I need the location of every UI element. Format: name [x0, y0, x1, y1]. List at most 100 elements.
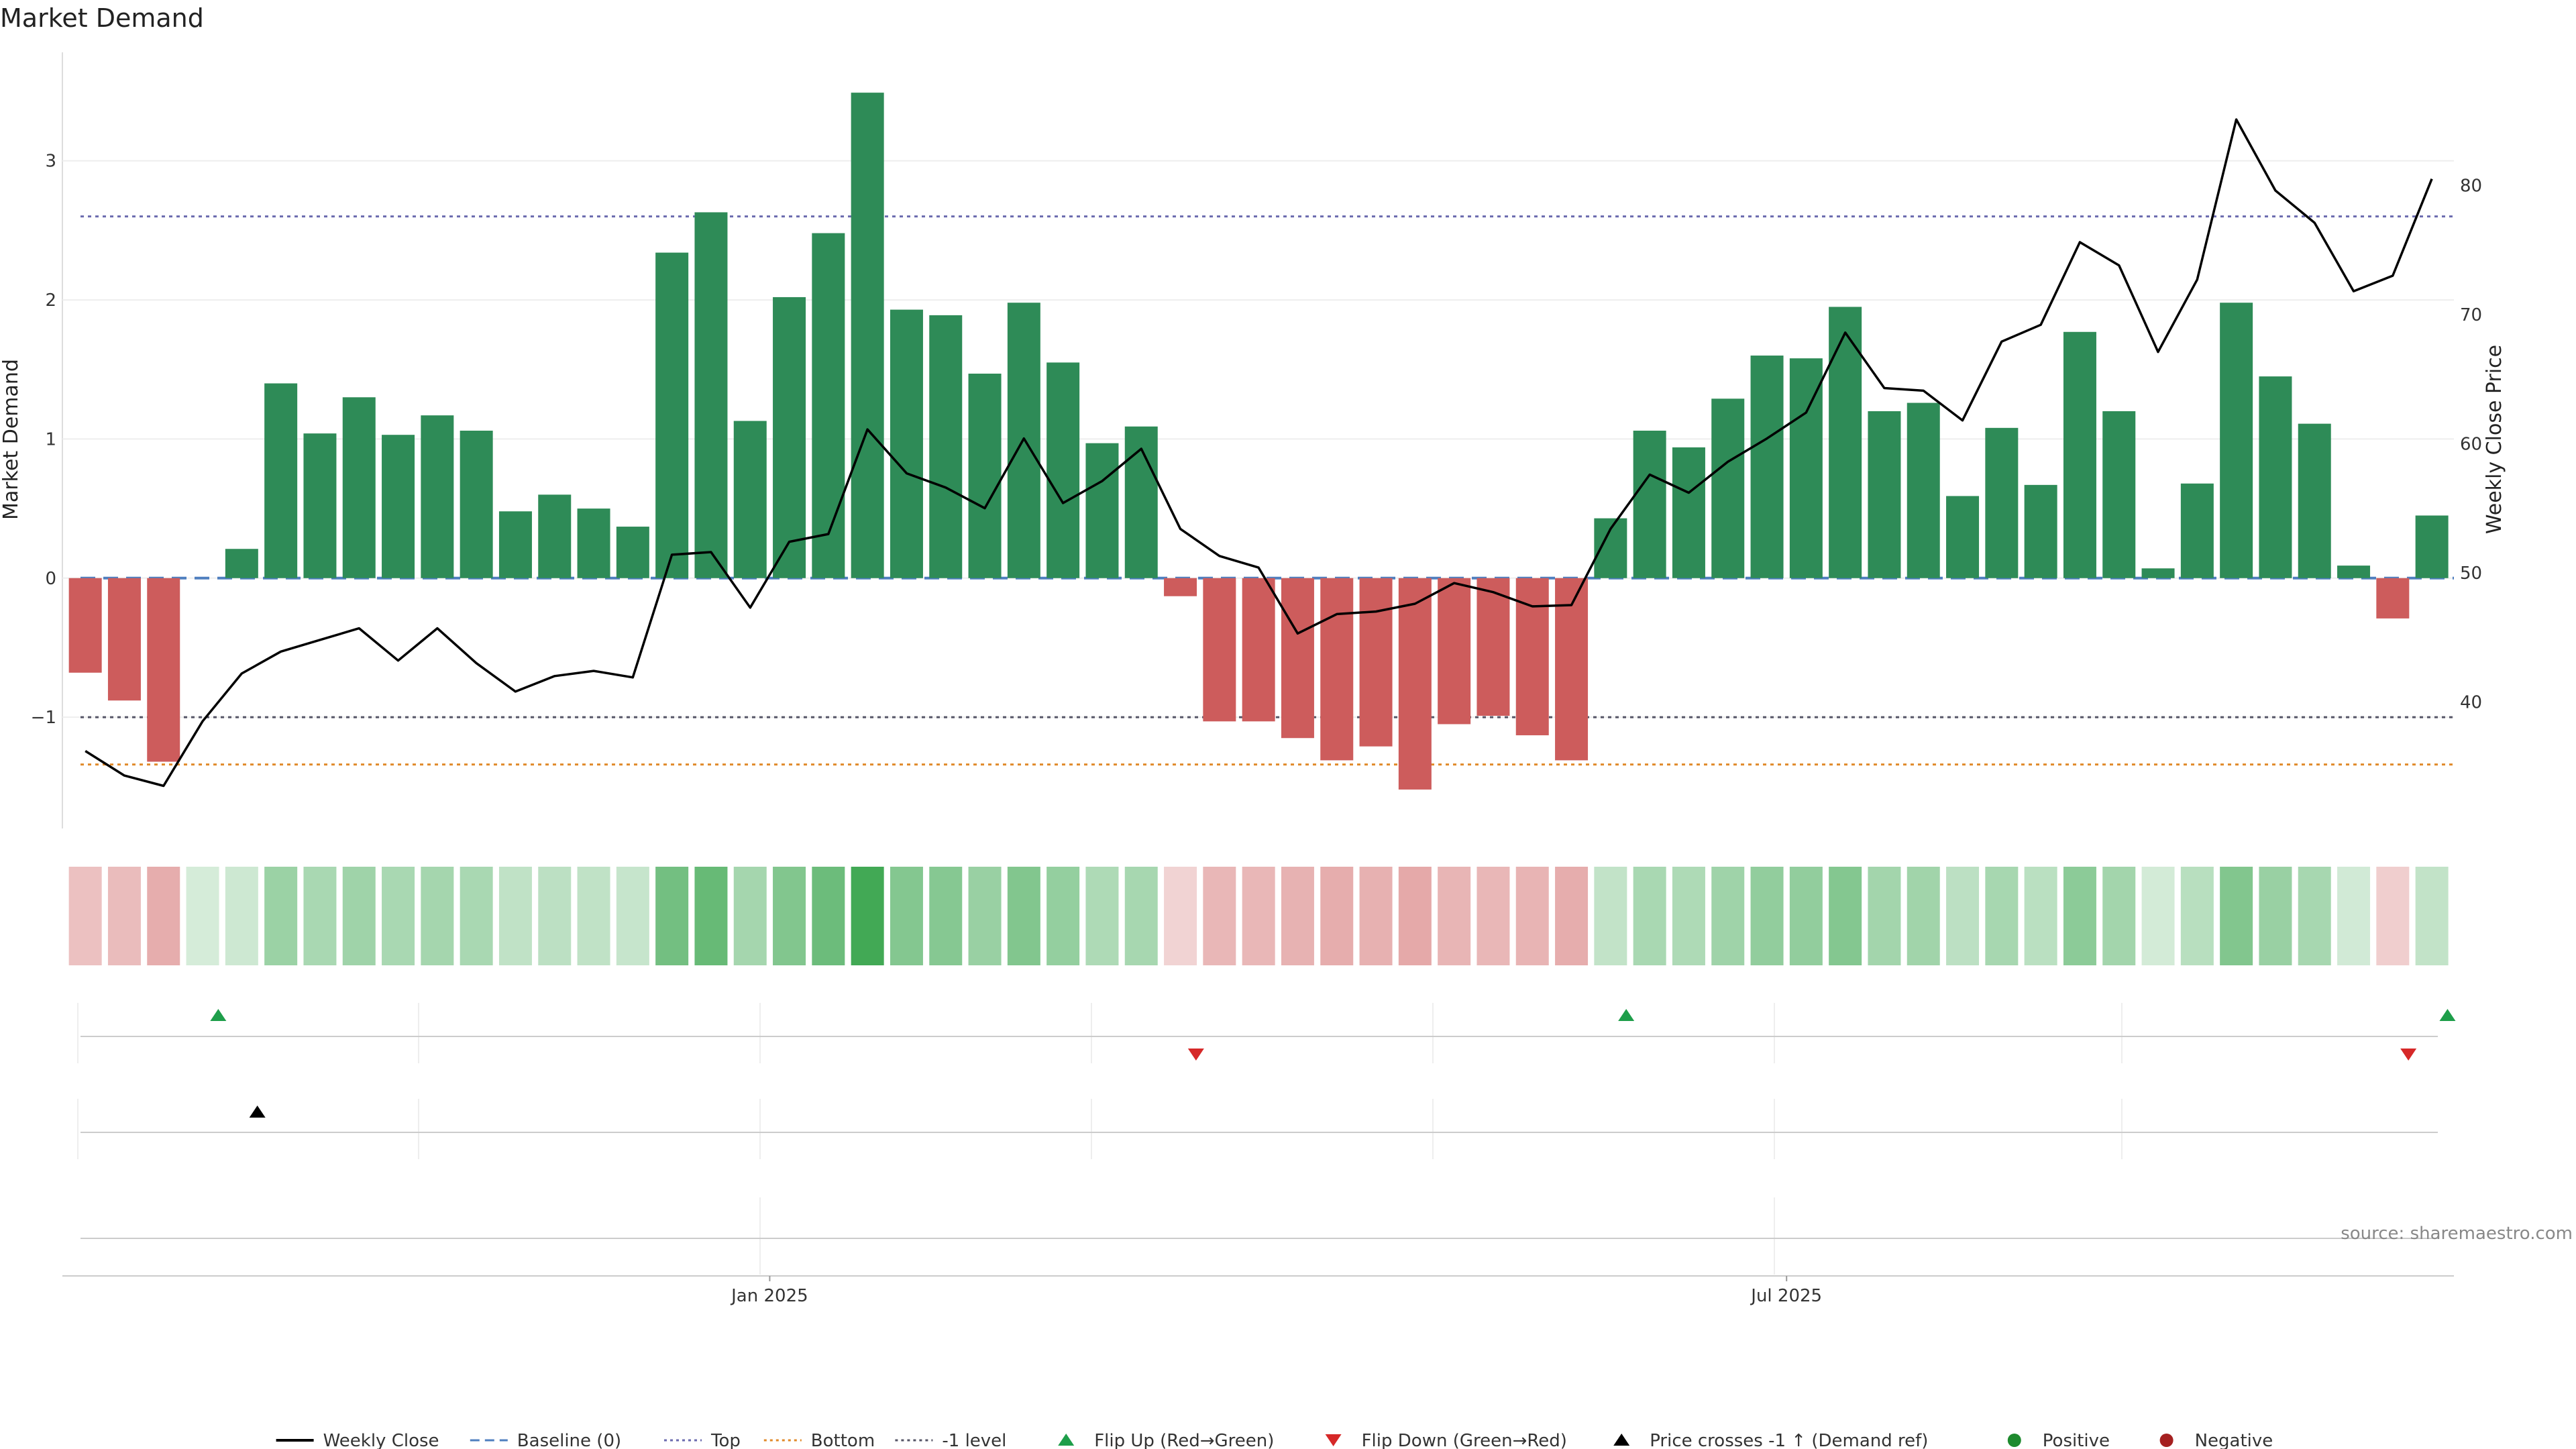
- demand-bar: [616, 527, 649, 578]
- y-tick-label: 1: [45, 429, 56, 449]
- heat-cell: [1398, 867, 1432, 965]
- legend-label: Positive: [2043, 1431, 2110, 1449]
- demand-bar: [2180, 483, 2214, 578]
- y2-tick-label: 50: [2460, 564, 2482, 584]
- demand-bar: [1672, 447, 1705, 578]
- legend-label: Bottom: [811, 1431, 875, 1449]
- demand-bar: [460, 430, 493, 578]
- heat-cell: [1829, 867, 1862, 965]
- legend-swatch: [1613, 1434, 1630, 1446]
- demand-bar: [1124, 426, 1158, 578]
- y-tick-label: 2: [45, 290, 56, 311]
- demand-bar: [890, 309, 923, 578]
- demand-bar: [1907, 402, 1940, 578]
- legend-item: Flip Down (Green→Red): [1325, 1431, 1567, 1449]
- signal-triangle-down: [1187, 1049, 1204, 1061]
- demand-bar: [1946, 496, 1980, 578]
- heat-cell: [303, 867, 337, 965]
- heat-cell: [1085, 867, 1119, 965]
- heat-cell: [1477, 867, 1510, 965]
- signal-triangle-up: [2439, 1009, 2456, 1021]
- demand-bar: [68, 578, 102, 673]
- legend-item: Negative: [2159, 1431, 2273, 1449]
- demand-bar: [2376, 578, 2410, 619]
- demand-bar: [147, 578, 180, 762]
- y2-tick-label: 70: [2460, 305, 2482, 325]
- heat-cell: [694, 867, 728, 965]
- heat-cell: [2259, 867, 2292, 965]
- demand-bar: [1085, 443, 1119, 578]
- demand-bar: [1555, 578, 1589, 761]
- heat-cell: [2298, 867, 2331, 965]
- heat-cell: [1203, 867, 1236, 965]
- heat-cell: [2141, 867, 2175, 965]
- heat-cell: [851, 867, 884, 965]
- demand-bar: [1164, 578, 1197, 596]
- heat-cell: [1046, 867, 1080, 965]
- demand-bars: [68, 93, 2449, 790]
- heat-cell: [1594, 867, 1627, 965]
- heat-cell: [616, 867, 649, 965]
- demand-bar: [2141, 568, 2175, 578]
- heat-cell: [421, 867, 454, 965]
- demand-bar: [2024, 484, 2057, 578]
- legend-label: Weekly Close: [323, 1431, 439, 1449]
- heat-cell: [2102, 867, 2136, 965]
- heat-cell: [1124, 867, 1158, 965]
- demand-bar: [303, 433, 337, 578]
- heat-cell: [1438, 867, 1471, 965]
- demand-bar: [1203, 578, 1236, 722]
- legend-item: Price crosses -1 ↑ (Demand ref): [1613, 1431, 1928, 1449]
- heat-cell: [1985, 867, 2019, 965]
- signal-triangle-down: [2400, 1049, 2417, 1061]
- y-tick-label: −1: [31, 708, 56, 728]
- heat-cell: [1868, 867, 1901, 965]
- demand-bar: [1438, 578, 1471, 724]
- y-tick-label: 0: [45, 569, 56, 589]
- demand-bar: [1398, 578, 1432, 790]
- legend-swatch: [1058, 1434, 1075, 1446]
- heat-cell: [2415, 867, 2449, 965]
- legend-label: Baseline (0): [517, 1431, 621, 1449]
- demand-bar: [264, 383, 298, 578]
- heat-cell: [2220, 867, 2253, 965]
- demand-bar: [1789, 358, 1823, 578]
- demand-bar: [1633, 430, 1666, 578]
- heat-cell: [773, 867, 806, 965]
- demand-bar: [1359, 578, 1393, 747]
- signal-triangle-up: [1618, 1009, 1635, 1021]
- demand-bar: [1477, 578, 1510, 716]
- demand-heat-strip: [68, 867, 2449, 965]
- x-tick-label: Jan 2025: [730, 1286, 808, 1306]
- heat-cell: [1711, 867, 1745, 965]
- heat-cell: [2024, 867, 2057, 965]
- heat-cell: [538, 867, 572, 965]
- demand-bar: [1868, 411, 1901, 578]
- y2-tick-label: 60: [2460, 434, 2482, 454]
- heat-cell: [1164, 867, 1197, 965]
- heat-cell: [1281, 867, 1314, 965]
- heat-cell: [68, 867, 102, 965]
- demand-bar: [538, 494, 572, 578]
- demand-bar: [1985, 427, 2019, 578]
- heat-cell: [1007, 867, 1040, 965]
- heat-cell: [929, 867, 963, 965]
- legend-item: Bottom: [763, 1431, 875, 1449]
- y-axis-label: Market Demand: [0, 359, 23, 520]
- heat-cell: [342, 867, 376, 965]
- demand-bar: [773, 297, 806, 578]
- y2-tick-label: 80: [2460, 176, 2482, 196]
- demand-bar: [2063, 331, 2096, 578]
- heat-cell: [812, 867, 845, 965]
- heat-cell: [382, 867, 415, 965]
- legend-label: Flip Up (Red→Green): [1094, 1431, 1274, 1449]
- heat-cell: [264, 867, 298, 965]
- demand-bar: [1281, 578, 1314, 739]
- demand-bar: [342, 397, 376, 578]
- legend-swatch: [2159, 1434, 2174, 1447]
- demand-bar: [1711, 398, 1745, 578]
- heat-cell: [147, 867, 180, 965]
- legend-item: -1 level: [895, 1431, 1006, 1449]
- signal-triangle-up: [210, 1009, 227, 1021]
